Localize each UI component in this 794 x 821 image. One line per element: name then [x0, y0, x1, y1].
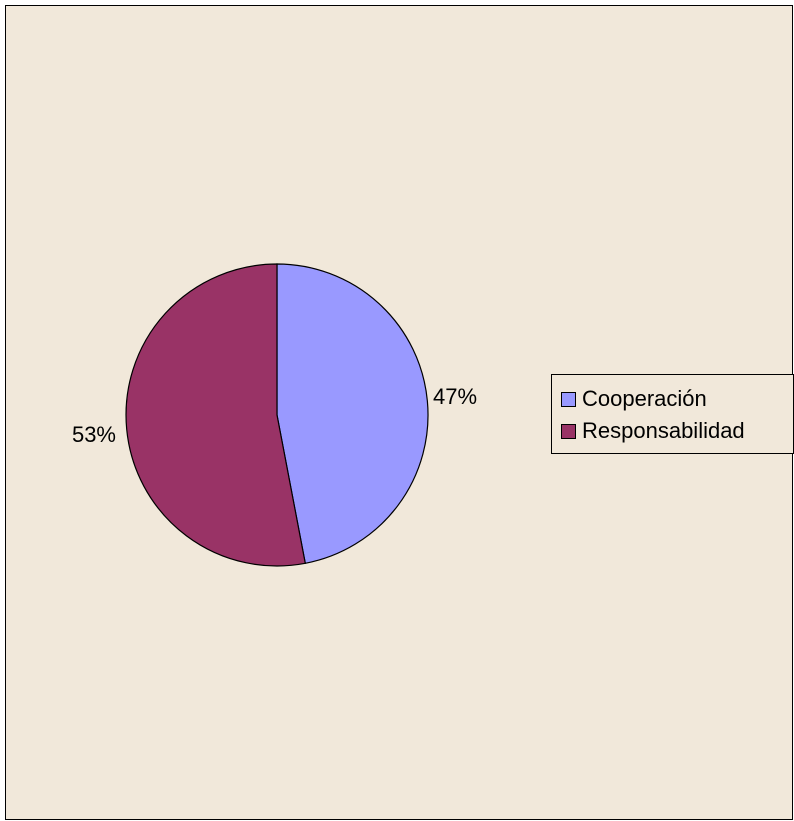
legend-label-responsabilidad: Responsabilidad	[582, 418, 745, 443]
legend-label-cooperacion: Cooperación	[582, 386, 707, 411]
legend: Cooperación Responsabilidad	[551, 374, 794, 454]
legend-item-responsabilidad: Responsabilidad	[561, 416, 745, 446]
chart-area: 47% 53% Cooperación Responsabilidad	[5, 5, 794, 820]
data-label-responsabilidad: 53%	[72, 422, 116, 447]
pie-slice-responsabilidad	[125, 263, 306, 567]
pie-slice-cooperacin	[276, 263, 429, 565]
pie-chart: 47% 53%	[72, 263, 477, 567]
legend-swatch-cooperacion	[561, 391, 576, 407]
legend-swatch-responsabilidad	[561, 423, 576, 439]
legend-item-cooperacion: Cooperación	[561, 384, 707, 414]
data-label-cooperacin: 47%	[433, 384, 477, 409]
